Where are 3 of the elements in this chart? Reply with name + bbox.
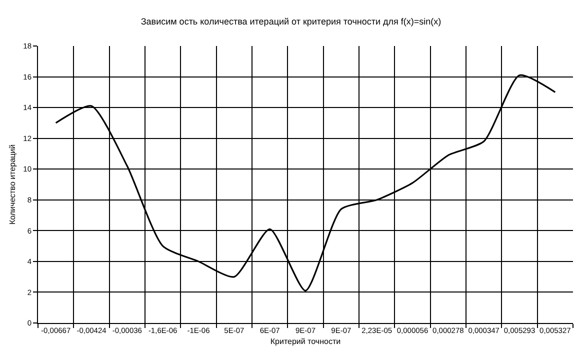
x-axis-title: Критерий точности <box>270 337 341 346</box>
y-axis-title: Количество итераций <box>8 144 17 225</box>
chart-title: Зависим ость количества итераций от критерия точности для f(x)=sin(x) <box>140 16 442 26</box>
